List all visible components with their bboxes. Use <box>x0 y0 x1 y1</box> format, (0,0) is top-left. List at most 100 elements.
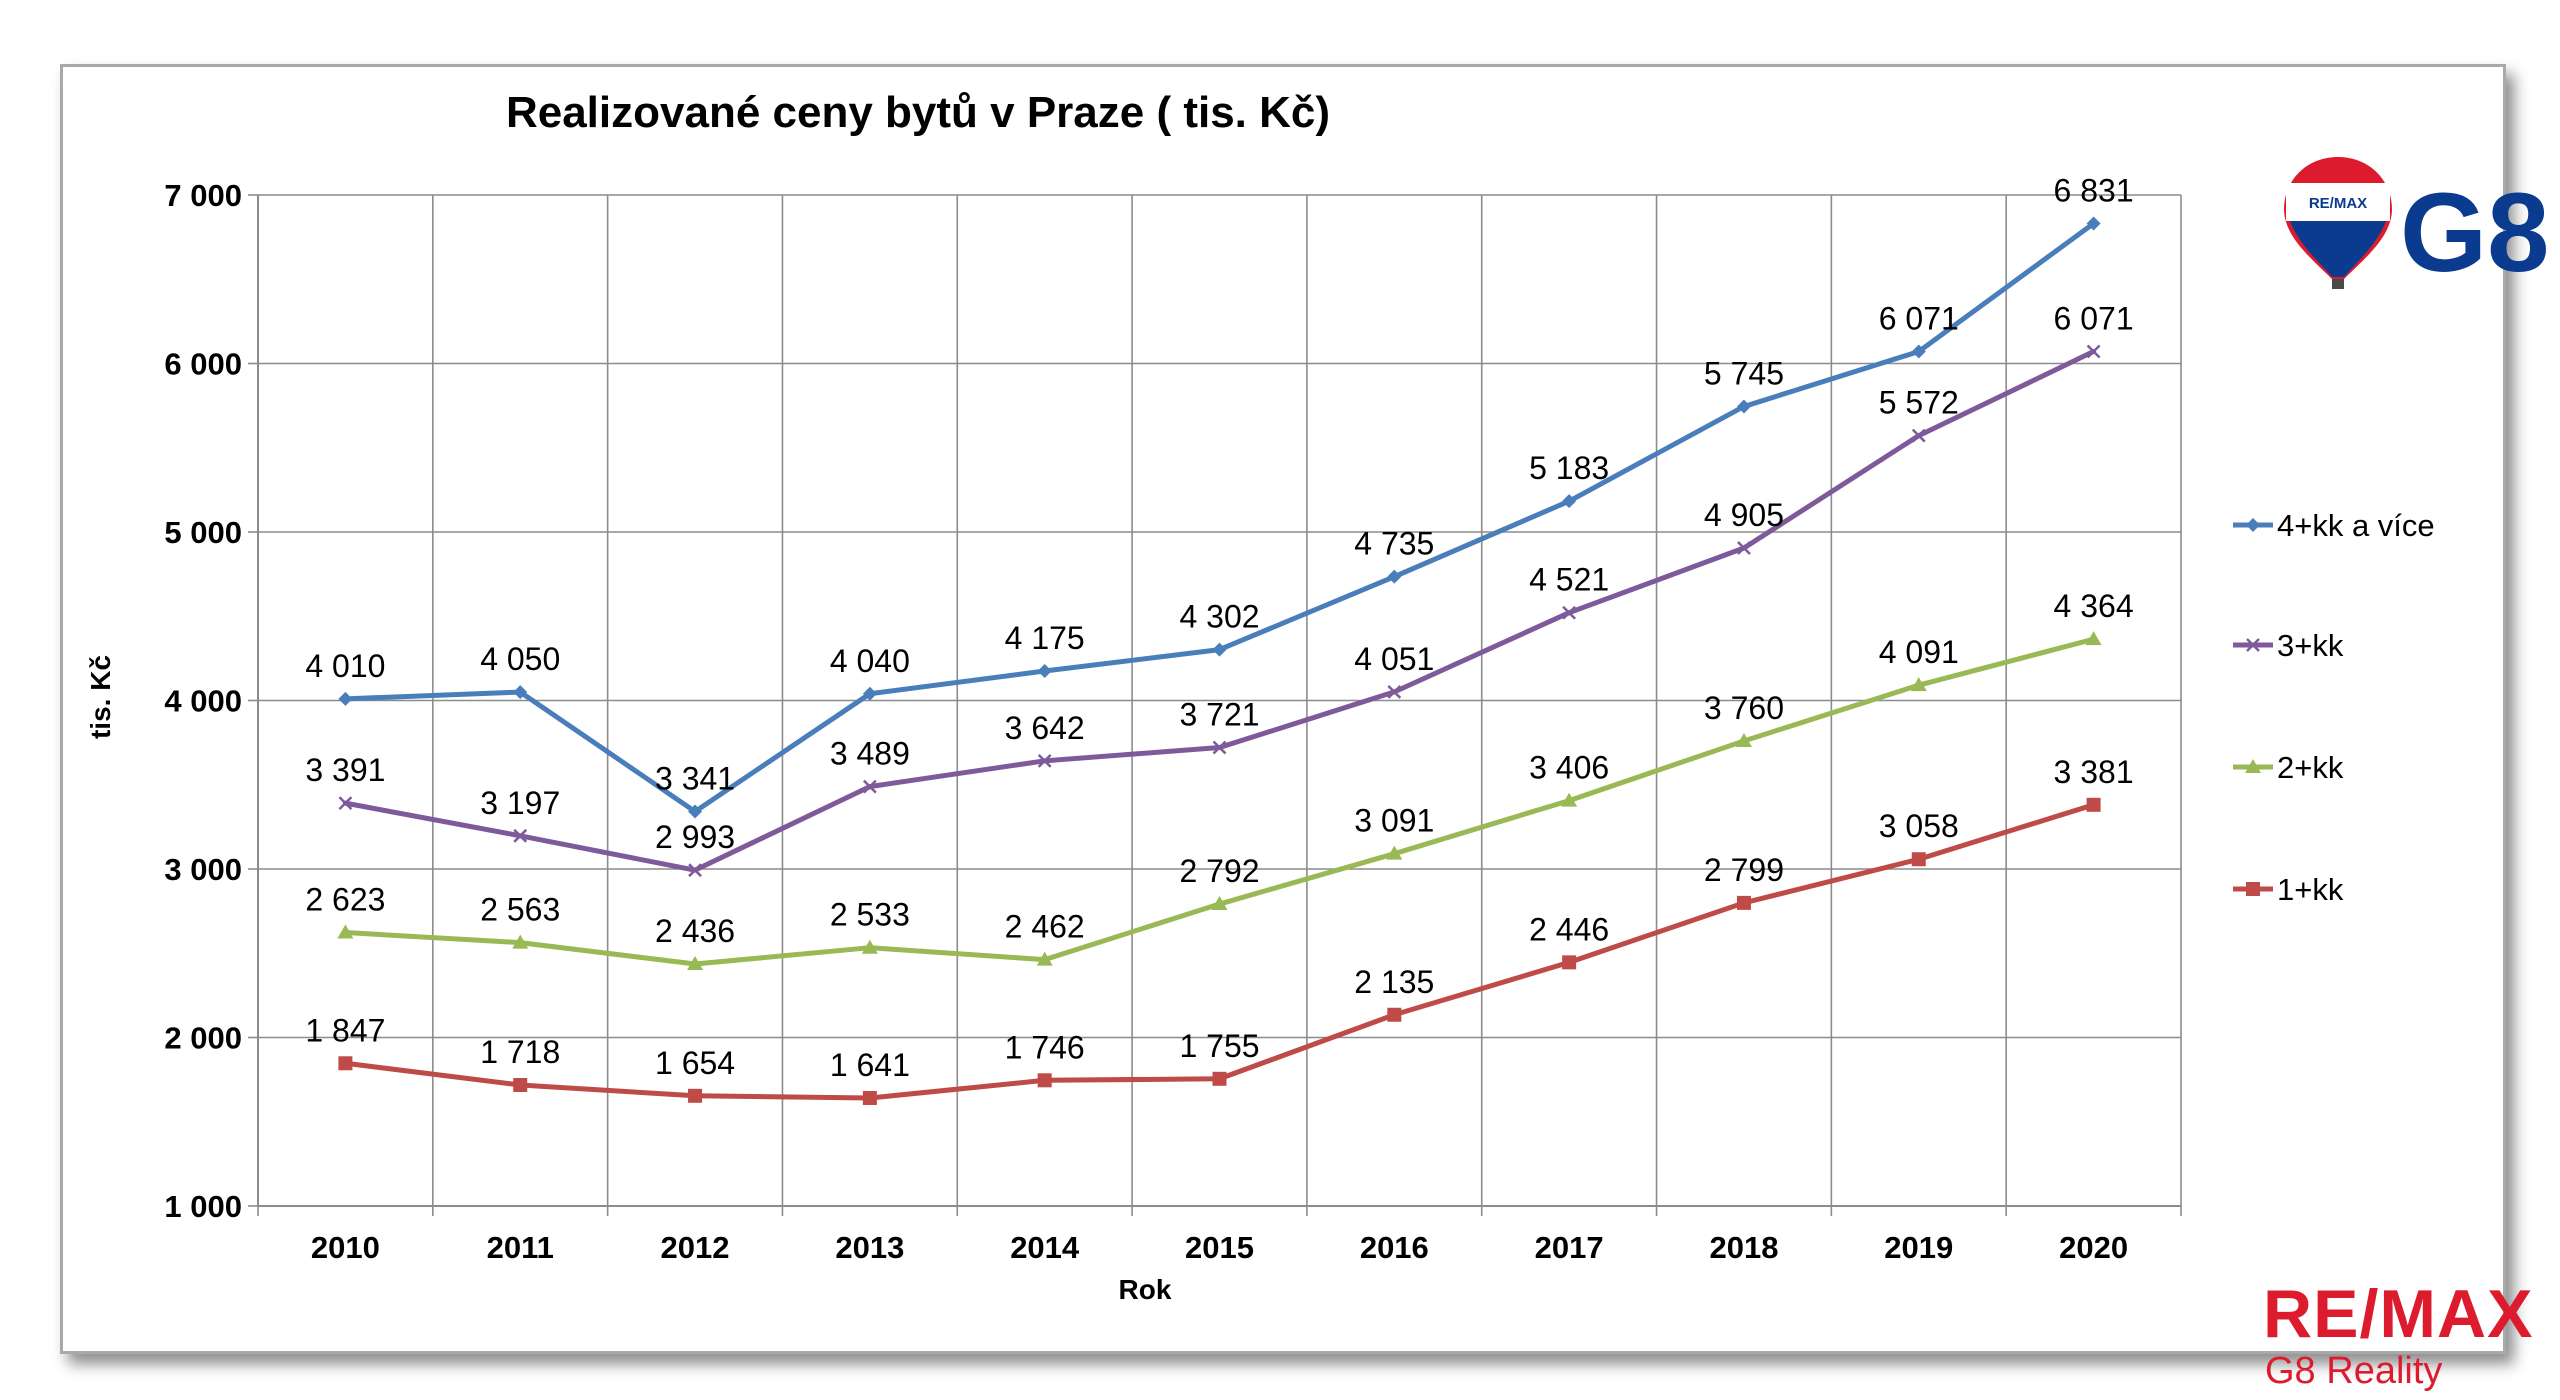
series-point <box>1735 732 1752 747</box>
legend: 4+kk a více 3+kk 2+kk 1+kk <box>2233 508 2435 907</box>
data-label: 2 533 <box>830 897 910 933</box>
series-point <box>513 1078 528 1093</box>
data-label: 3 197 <box>480 785 560 821</box>
series-point-stroke <box>1911 428 1926 443</box>
data-label: 3 406 <box>1529 750 1609 786</box>
data-label: 3 391 <box>305 752 385 788</box>
y-tick-label: 5 000 <box>164 515 242 550</box>
data-label: 4 051 <box>1354 641 1434 677</box>
data-label: 1 755 <box>1179 1028 1259 1064</box>
remax-brand-text: RE/MAX <box>2263 1276 2533 1352</box>
data-label: 3 489 <box>830 736 910 772</box>
series-point <box>861 939 878 954</box>
series-point <box>1562 955 1577 970</box>
x-axis-title: Rok <box>1119 1274 1172 1305</box>
series-lines <box>337 216 2102 1105</box>
series-point <box>513 685 528 700</box>
data-label: 4 905 <box>1704 497 1784 533</box>
series-point-stroke <box>513 828 528 843</box>
series-point <box>1561 792 1578 807</box>
data-label: 2 623 <box>305 882 385 918</box>
data-label: 5 572 <box>1879 385 1959 421</box>
series-point <box>687 956 704 971</box>
series-point <box>2086 797 2101 812</box>
data-label: 1 746 <box>1005 1029 1085 1065</box>
data-label: 4 364 <box>2054 588 2134 624</box>
y-tick-label: 3 000 <box>164 852 242 887</box>
data-label: 2 993 <box>655 819 735 855</box>
data-label: 3 642 <box>1005 710 1085 746</box>
x-tick-label: 2011 <box>487 1230 554 1265</box>
series-point <box>1911 852 1926 867</box>
series-point <box>688 804 703 819</box>
series-point <box>862 686 877 701</box>
data-label: 1 654 <box>655 1045 735 1081</box>
y-tick-label: 2 000 <box>164 1021 242 1056</box>
data-label: 4 735 <box>1354 526 1434 562</box>
series-point <box>1387 685 1402 699</box>
series-point-stroke <box>1737 541 1751 555</box>
data-label: 3 091 <box>1354 803 1434 839</box>
series-point <box>1036 951 1053 966</box>
balloon-text: RE/MAX <box>2309 195 2367 212</box>
axes: 1 000 2 000 3 000 4 000 5 000 6 000 7 000 2010 2… <box>164 178 2182 1265</box>
series-point <box>512 934 529 949</box>
data-label: 3 721 <box>1179 697 1259 733</box>
legend-label: 1+kk <box>2277 872 2344 907</box>
series-point <box>338 796 353 811</box>
legend-marker <box>2246 882 2260 896</box>
x-tick-label: 2013 <box>835 1230 904 1265</box>
x-tick-label: 2012 <box>661 1230 730 1265</box>
y-tick-label: 4 000 <box>164 684 242 719</box>
data-label: 4 521 <box>1529 562 1609 598</box>
series-point <box>338 691 353 706</box>
data-label: 4 175 <box>1005 620 1085 656</box>
series-point <box>1212 1071 1227 1086</box>
chart-frame: Realizované ceny bytů v Praze ( tis. Kč)… <box>60 64 2549 1392</box>
series-point <box>1736 399 1751 414</box>
series-point <box>1562 494 1577 509</box>
y-tick-label: 7 000 <box>164 178 242 213</box>
data-label: 2 446 <box>1529 911 1609 947</box>
data-label: 4 302 <box>1179 599 1259 635</box>
legend-marker-stroke <box>2246 638 2260 652</box>
y-tick-label: 6 000 <box>164 347 242 382</box>
data-label: 5 183 <box>1529 450 1609 486</box>
series-point <box>338 1056 353 1071</box>
series-point <box>1910 677 1927 692</box>
data-label: 4 010 <box>305 648 385 684</box>
series-point-stroke <box>2086 344 2101 359</box>
data-label: 4 050 <box>480 641 560 677</box>
legend-label: 3+kk <box>2277 628 2344 663</box>
data-label: 1 641 <box>830 1047 910 1083</box>
data-label: 3 381 <box>2054 754 2134 790</box>
x-tick-label: 2018 <box>1709 1230 1778 1265</box>
line-chart: Realizované ceny bytů v Praze ( tis. Kč)… <box>85 88 2435 1305</box>
series-point <box>688 863 702 878</box>
data-label: 3 760 <box>1704 690 1784 726</box>
data-label: 2 462 <box>1005 909 1085 945</box>
series-point <box>862 779 877 794</box>
x-tick-label: 2019 <box>1884 1230 1953 1265</box>
data-label: 2 135 <box>1354 964 1434 1000</box>
balloon-icon <box>2284 157 2392 289</box>
legend-label: 2+kk <box>2277 750 2344 785</box>
data-label: 2 792 <box>1179 853 1259 889</box>
data-label: 3 341 <box>655 761 735 797</box>
data-label: 2 799 <box>1704 852 1784 888</box>
series-point <box>1037 753 1052 768</box>
series-point <box>688 1088 703 1103</box>
series-point-stroke <box>862 779 877 794</box>
series-point-stroke <box>1387 685 1402 699</box>
series-point <box>1736 895 1751 910</box>
data-label: 3 058 <box>1879 808 1959 844</box>
legend-label: 4+kk a více <box>2277 508 2435 543</box>
chart-title: Realizované ceny bytů v Praze ( tis. Kč) <box>506 88 1330 137</box>
series-point <box>862 1090 877 1105</box>
series-point <box>1037 664 1052 679</box>
y-tick-label: 1 000 <box>164 1189 242 1224</box>
g8-brand-text: G8 <box>2400 170 2549 295</box>
series-point <box>2086 344 2101 359</box>
series-point-stroke <box>688 863 702 878</box>
remax-g8-logo: RE/MAX G8 <box>2284 157 2549 295</box>
